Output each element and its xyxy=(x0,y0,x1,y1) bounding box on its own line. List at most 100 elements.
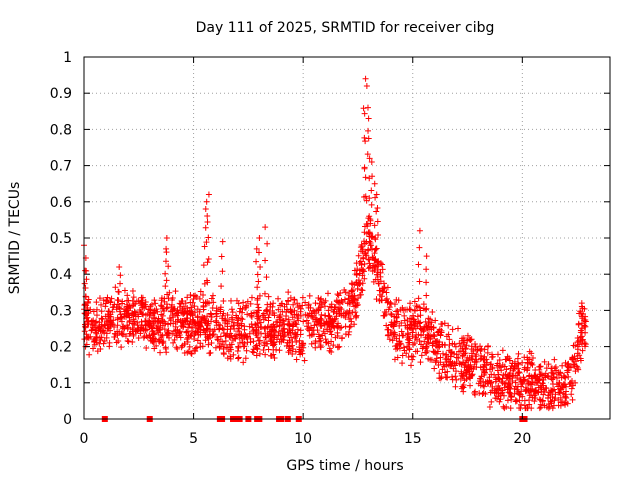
data-point xyxy=(428,356,435,363)
data-point xyxy=(306,292,313,299)
data-point xyxy=(423,292,430,299)
data-point xyxy=(173,310,180,317)
data-point xyxy=(357,258,364,265)
data-point xyxy=(188,304,195,311)
data-point xyxy=(302,311,309,318)
data-point xyxy=(577,334,584,341)
data-point xyxy=(270,300,277,307)
data-point xyxy=(325,307,332,314)
data-point xyxy=(427,335,434,342)
data-point xyxy=(468,343,475,350)
data-point xyxy=(548,375,555,382)
data-point xyxy=(261,325,268,332)
data-point xyxy=(543,385,550,392)
data-point xyxy=(549,376,556,383)
data-point xyxy=(443,351,450,358)
data-point xyxy=(449,373,456,380)
data-point xyxy=(393,308,400,315)
data-point xyxy=(512,396,519,403)
data-point xyxy=(188,350,195,357)
data-point xyxy=(93,312,100,319)
data-point xyxy=(322,339,329,346)
data-point xyxy=(577,329,584,336)
data-point xyxy=(256,292,263,299)
data-point xyxy=(548,398,555,405)
data-point xyxy=(277,316,284,323)
data-point xyxy=(118,344,125,351)
data-point xyxy=(255,278,262,285)
data-point xyxy=(464,337,471,344)
data-point xyxy=(557,369,564,376)
data-point xyxy=(354,266,361,273)
data-point xyxy=(248,313,255,320)
data-point xyxy=(186,320,193,327)
data-point xyxy=(383,322,390,329)
data-point xyxy=(371,266,378,273)
data-point xyxy=(190,295,197,302)
data-point xyxy=(565,373,572,380)
data-point xyxy=(144,310,151,317)
data-point xyxy=(257,263,264,270)
data-point xyxy=(197,288,204,295)
data-point xyxy=(296,346,303,353)
data-point xyxy=(299,294,306,301)
data-point xyxy=(125,338,132,345)
data-point xyxy=(241,326,248,333)
data-point xyxy=(264,308,271,315)
data-point xyxy=(433,355,440,362)
data-point xyxy=(504,397,511,404)
data-point xyxy=(439,341,446,348)
data-point xyxy=(411,321,418,328)
data-point xyxy=(255,337,262,344)
data-point xyxy=(453,351,460,358)
data-point xyxy=(360,266,367,273)
data-point xyxy=(203,325,210,332)
data-point xyxy=(356,270,363,277)
data-point xyxy=(279,308,286,315)
data-point xyxy=(224,311,231,318)
data-point xyxy=(392,346,399,353)
data-point xyxy=(472,388,479,395)
data-point xyxy=(373,296,380,303)
data-point xyxy=(526,356,533,363)
data-point xyxy=(487,379,494,386)
data-point xyxy=(491,371,498,378)
data-point xyxy=(176,332,183,339)
y-tick-label: 0.3 xyxy=(50,303,72,319)
data-point xyxy=(163,249,170,256)
data-point xyxy=(455,325,462,332)
data-point xyxy=(467,382,474,389)
data-point xyxy=(240,359,247,366)
data-point xyxy=(366,195,373,202)
data-point xyxy=(349,297,356,304)
data-point xyxy=(148,325,155,332)
data-point xyxy=(82,284,89,291)
data-point xyxy=(423,343,430,350)
data-point xyxy=(202,337,209,344)
data-point xyxy=(170,320,177,327)
data-point xyxy=(508,393,515,400)
data-point xyxy=(294,326,301,333)
data-point xyxy=(579,325,586,332)
data-point xyxy=(325,321,332,328)
data-point xyxy=(446,347,453,354)
data-point xyxy=(252,322,259,329)
data-point xyxy=(341,287,348,294)
data-point xyxy=(388,310,395,317)
data-point xyxy=(370,278,377,285)
data-point xyxy=(96,295,103,302)
data-point xyxy=(219,312,226,319)
data-point xyxy=(215,337,222,344)
data-point xyxy=(253,352,260,359)
data-point xyxy=(252,344,259,351)
data-point xyxy=(233,332,240,339)
data-point xyxy=(480,356,487,363)
data-point xyxy=(291,296,298,303)
data-point xyxy=(184,294,191,301)
data-point xyxy=(423,253,430,260)
data-point xyxy=(214,333,221,340)
y-tick-label: 0.5 xyxy=(50,231,72,247)
data-point xyxy=(557,386,564,393)
data-point xyxy=(459,383,466,390)
data-point xyxy=(168,301,175,308)
